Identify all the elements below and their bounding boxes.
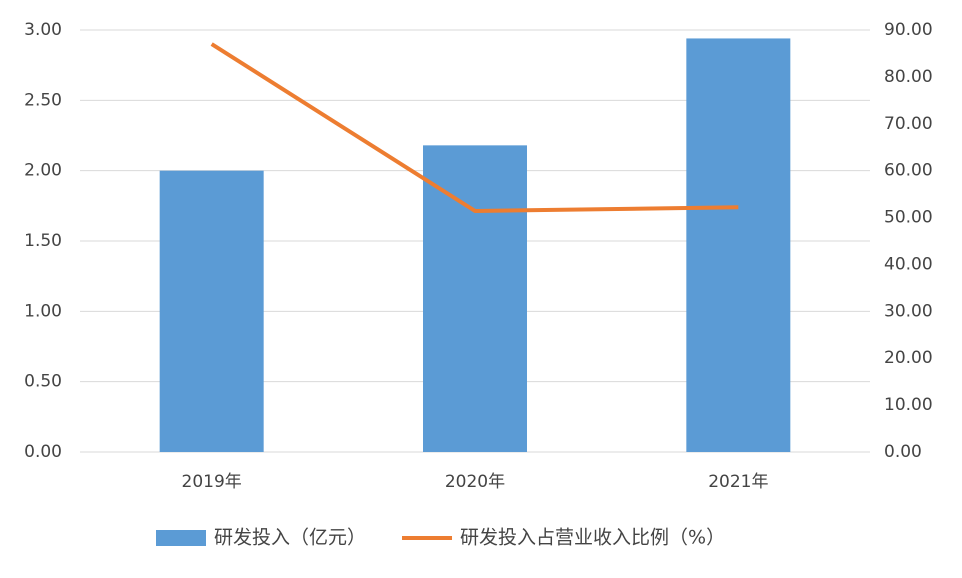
y2-tick-label: 50.00	[884, 208, 933, 228]
x-tick-label: 2021年	[708, 472, 768, 492]
y2-tick-label: 30.00	[884, 301, 933, 321]
y2-tick-label: 80.00	[884, 67, 933, 87]
y2-tick-label: 0.00	[884, 442, 922, 462]
y-tick-label: 3.00	[24, 20, 62, 40]
y2-tick-label: 60.00	[884, 161, 933, 181]
y-tick-label: 1.00	[24, 301, 62, 321]
line	[210, 42, 739, 213]
y2-tick-label: 10.00	[884, 395, 933, 415]
y2-tick-label: 40.00	[884, 254, 933, 274]
legend-label: 研发投入占营业收入比例（%）	[460, 527, 725, 549]
y-tick-label: 2.00	[24, 161, 62, 181]
y-tick-label: 2.50	[24, 90, 62, 110]
legend-swatch	[156, 530, 206, 546]
bar	[686, 38, 791, 452]
y-tick-label: 1.50	[24, 231, 62, 251]
x-tick-label: 2019年	[182, 472, 242, 492]
legend-label: 研发投入（亿元）	[214, 527, 366, 549]
bar	[159, 170, 264, 452]
y-tick-label: 0.50	[24, 372, 62, 392]
y-tick-label: 0.00	[24, 442, 62, 462]
x-tick-label: 2020年	[445, 472, 505, 492]
y2-tick-label: 90.00	[884, 20, 933, 40]
bar	[423, 145, 527, 452]
y2-tick-label: 20.00	[884, 348, 933, 368]
y2-tick-label: 70.00	[884, 114, 933, 134]
